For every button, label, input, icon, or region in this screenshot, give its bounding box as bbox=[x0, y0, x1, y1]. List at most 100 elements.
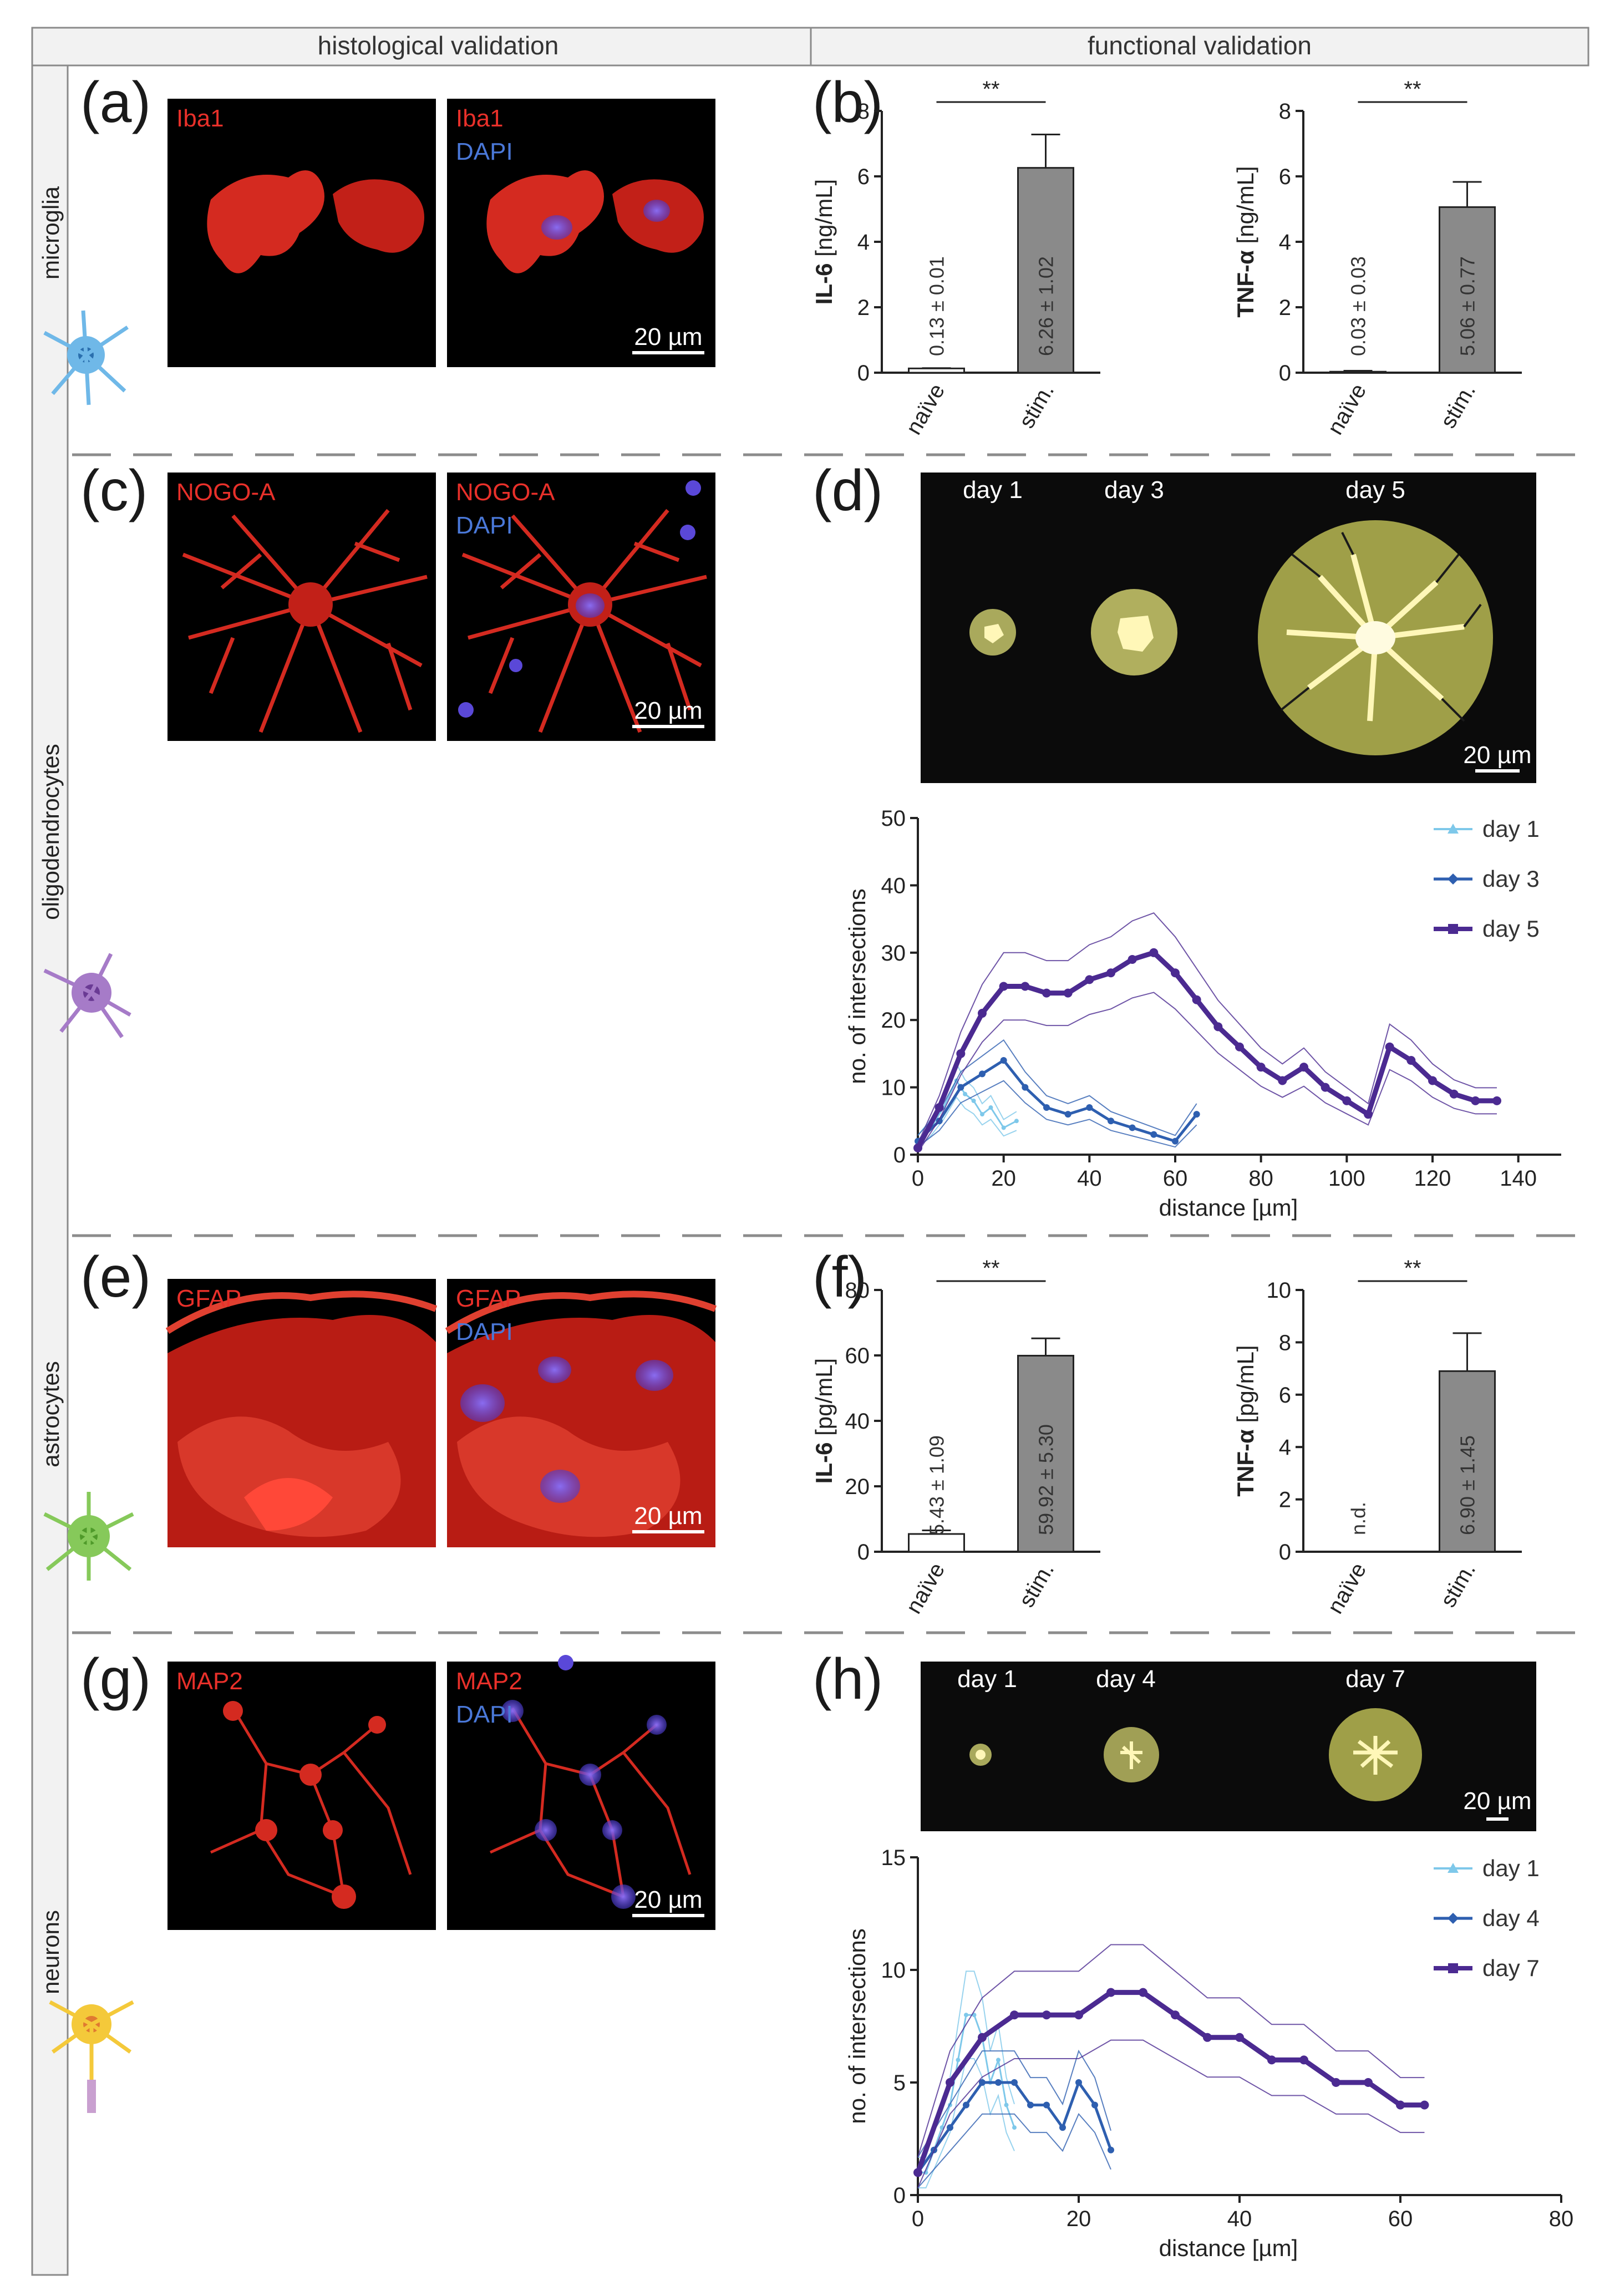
x-tick-label: 0 bbox=[912, 1166, 924, 1191]
data-point bbox=[1000, 1057, 1007, 1064]
data-point bbox=[964, 2013, 968, 2018]
y-tick-label: 80 bbox=[845, 1278, 870, 1303]
y-tick-label: 30 bbox=[881, 941, 906, 966]
data-point bbox=[1139, 1988, 1147, 1997]
y-tick-label: 4 bbox=[1279, 230, 1291, 255]
panel-label-a: (a) bbox=[80, 70, 151, 135]
panel-label-e: (e) bbox=[80, 1245, 151, 1309]
y-tick-label: 40 bbox=[881, 873, 906, 898]
y-tick-label: 2 bbox=[857, 296, 870, 320]
bar-stim bbox=[1017, 167, 1074, 374]
y-tick-label: 40 bbox=[845, 1409, 870, 1434]
x-axis-label: distance [µm] bbox=[1159, 2235, 1298, 2261]
data-point bbox=[1001, 1125, 1006, 1130]
y-tick-label: 8 bbox=[1279, 99, 1291, 124]
data-point bbox=[978, 2033, 987, 2042]
y-tick-label: 4 bbox=[857, 230, 870, 255]
data-point bbox=[1027, 2101, 1034, 2109]
data-point bbox=[988, 1105, 993, 1110]
category-label: naïve bbox=[1323, 380, 1371, 439]
x-tick-label: 120 bbox=[1414, 1166, 1451, 1191]
neuron-cell-icon bbox=[49, 2000, 134, 2113]
line-chart-d: 0 10 20 30 40 50 0 20 40 60 80 100 120 140 distance [µ… bbox=[844, 806, 1561, 1221]
series-envelope-lower bbox=[917, 2112, 1111, 2188]
series-envelope-upper bbox=[917, 1944, 1425, 2158]
y-tick-label: 2 bbox=[1279, 296, 1291, 320]
trace-d-day-1: day 1 bbox=[963, 476, 1023, 504]
y-tick-label: 15 bbox=[881, 1846, 906, 1870]
category-label: naïve bbox=[1323, 1559, 1371, 1618]
y-tick-label: 5 bbox=[893, 2071, 906, 2095]
data-point bbox=[1010, 2010, 1019, 2020]
data-point bbox=[1020, 982, 1030, 991]
x-tick-label: 60 bbox=[1388, 2207, 1413, 2231]
scale-label-d: 20 µm bbox=[1463, 741, 1531, 769]
y-tick-label: 10 bbox=[881, 1958, 906, 1983]
scale-label-a: 20 µm bbox=[634, 323, 702, 351]
trace-h-day-1: day 1 bbox=[957, 1665, 1017, 1693]
data-point bbox=[963, 1091, 968, 1096]
data-point bbox=[995, 2079, 1002, 2086]
x-tick-label: 100 bbox=[1328, 1166, 1365, 1191]
stain-label-c-blue: DAPI bbox=[456, 512, 513, 539]
legend-marker bbox=[1448, 924, 1458, 934]
header-functional: functional validation bbox=[1088, 31, 1312, 60]
row-separators bbox=[72, 453, 1588, 1634]
scale-label-c: 20 µm bbox=[634, 697, 702, 724]
data-point bbox=[935, 1103, 944, 1113]
bar-naive bbox=[1329, 370, 1387, 374]
y-tick-label: 10 bbox=[1267, 1278, 1292, 1303]
x-axis-label: distance [µm] bbox=[1159, 1195, 1298, 1221]
data-point bbox=[1043, 2101, 1050, 2109]
scale-label-h: 20 µm bbox=[1463, 1787, 1531, 1815]
stain-label-c-left: NOGO-A bbox=[176, 479, 276, 506]
significance-marker: ** bbox=[982, 1256, 999, 1281]
y-tick-label: 0 bbox=[893, 1143, 906, 1167]
data-point bbox=[996, 2058, 1001, 2063]
data-point bbox=[1091, 2101, 1098, 2109]
data-point bbox=[1396, 2100, 1405, 2110]
series-line-3 bbox=[916, 950, 1497, 1149]
legend-marker bbox=[1448, 1963, 1458, 1973]
data-point bbox=[1321, 1083, 1330, 1092]
micrograph-a-merge: Iba1 DAPI 20 µm bbox=[447, 99, 715, 367]
y-tick-label: 0 bbox=[893, 2183, 906, 2208]
bar-value-label: 59.92 ± 5.30 bbox=[1035, 1424, 1058, 1535]
bar-chart-b1: 0 2 4 6 8 IL-6 [ng/mL] 0.13 ± 0.01 naïve 6.26 ± … bbox=[811, 77, 1100, 439]
data-point bbox=[980, 1112, 984, 1117]
bar-value-label: 0.13 ± 0.01 bbox=[926, 256, 948, 356]
data-point bbox=[1267, 2055, 1276, 2065]
row-label-astrocytes: astrocytes bbox=[38, 1361, 64, 1467]
y-tick-label: 6 bbox=[1279, 1383, 1291, 1408]
data-point bbox=[946, 2078, 954, 2087]
x-tick-label: 0 bbox=[912, 2207, 924, 2231]
oligodendrocyte-cell-icon bbox=[43, 953, 131, 1038]
data-point bbox=[1385, 1042, 1394, 1052]
y-tick-label: 6 bbox=[1279, 165, 1291, 189]
data-point bbox=[1299, 1063, 1308, 1072]
data-point bbox=[979, 1070, 986, 1078]
legend-label: day 3 bbox=[1482, 866, 1540, 892]
y-tick-label: 8 bbox=[1279, 1330, 1291, 1355]
data-point bbox=[1235, 1042, 1244, 1052]
bar-value-label: 0.03 ± 0.03 bbox=[1347, 256, 1370, 356]
data-point bbox=[1063, 988, 1073, 998]
data-point bbox=[1364, 1110, 1373, 1119]
data-point bbox=[1075, 2079, 1082, 2086]
line-chart-h: 0 5 10 15 0 20 40 60 80 distance [µm] no. of inter… bbox=[844, 1846, 1573, 2261]
data-point bbox=[1022, 1084, 1029, 1091]
data-point bbox=[1108, 2146, 1114, 2153]
category-label: stim. bbox=[1436, 380, 1480, 433]
y-tick-label: 8 bbox=[857, 99, 870, 124]
scale-label-e: 20 µm bbox=[634, 1502, 702, 1530]
y-tick-label: 4 bbox=[1279, 1435, 1291, 1460]
y-tick-label: 0 bbox=[1279, 1540, 1291, 1564]
data-point bbox=[913, 1143, 922, 1152]
data-point bbox=[1042, 988, 1051, 998]
data-point bbox=[1492, 1096, 1501, 1105]
x-tick-label: 20 bbox=[991, 1166, 1016, 1191]
y-axis-label: no. of intersections bbox=[844, 888, 870, 1084]
data-point bbox=[1406, 1056, 1416, 1065]
legend-label: day 4 bbox=[1482, 1905, 1540, 1931]
category-label: stim. bbox=[1014, 1559, 1059, 1612]
